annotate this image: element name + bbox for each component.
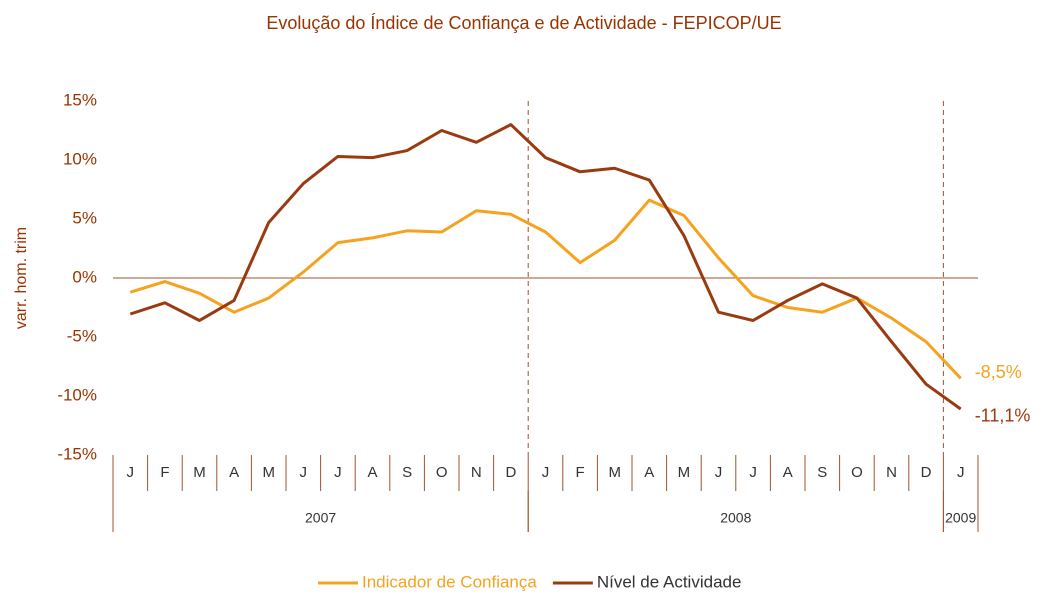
legend-label: Indicador de Confiança bbox=[362, 572, 537, 591]
x-tick-label: A bbox=[229, 464, 239, 481]
x-tick-label: O bbox=[436, 464, 448, 481]
y-tick-label: 15% bbox=[63, 90, 97, 109]
x-tick-label: A bbox=[783, 464, 793, 481]
x-tick-label: S bbox=[402, 464, 412, 481]
x-tick-label: J bbox=[749, 464, 757, 481]
year-label: 2007 bbox=[305, 510, 336, 526]
y-tick-label: 0% bbox=[72, 267, 97, 286]
x-tick-label: N bbox=[886, 464, 897, 481]
x-tick-label: M bbox=[608, 464, 621, 481]
x-tick-label: M bbox=[678, 464, 691, 481]
series-line bbox=[129, 198, 962, 380]
y-tick-label: -15% bbox=[57, 444, 97, 463]
y-tick-label: 10% bbox=[63, 149, 97, 168]
x-tick-label: S bbox=[817, 464, 827, 481]
x-tick-label: J bbox=[957, 464, 965, 481]
x-tick-label: A bbox=[644, 464, 654, 481]
x-tick-label: D bbox=[921, 464, 932, 481]
x-tick-label: J bbox=[300, 464, 308, 481]
data-label: -11,1% bbox=[975, 406, 1031, 426]
y-tick-label: 5% bbox=[72, 208, 97, 227]
y-tick-label: -5% bbox=[67, 326, 97, 345]
year-label: 2008 bbox=[720, 510, 751, 526]
x-tick-label: D bbox=[505, 464, 516, 481]
x-tick-label: J bbox=[127, 464, 135, 481]
data-label: -8,5% bbox=[975, 362, 1022, 382]
x-tick-label: A bbox=[367, 464, 377, 481]
x-tick-label: J bbox=[542, 464, 550, 481]
x-tick-label: M bbox=[262, 464, 275, 481]
y-tick-label: -10% bbox=[57, 385, 97, 404]
series-line bbox=[129, 123, 962, 411]
x-tick-label: M bbox=[193, 464, 206, 481]
legend-label: Nível de Actividade bbox=[597, 572, 742, 591]
year-label: 2009 bbox=[945, 510, 976, 526]
x-tick-label: F bbox=[160, 464, 169, 481]
x-tick-label: F bbox=[576, 464, 585, 481]
chart-title: Evolução do Índice de Confiança e de Act… bbox=[266, 13, 781, 33]
x-tick-label: J bbox=[334, 464, 342, 481]
x-tick-label: J bbox=[715, 464, 723, 481]
x-tick-label: O bbox=[851, 464, 863, 481]
x-tick-label: N bbox=[471, 464, 482, 481]
y-axis-label: varr. hom. trim bbox=[13, 227, 30, 329]
